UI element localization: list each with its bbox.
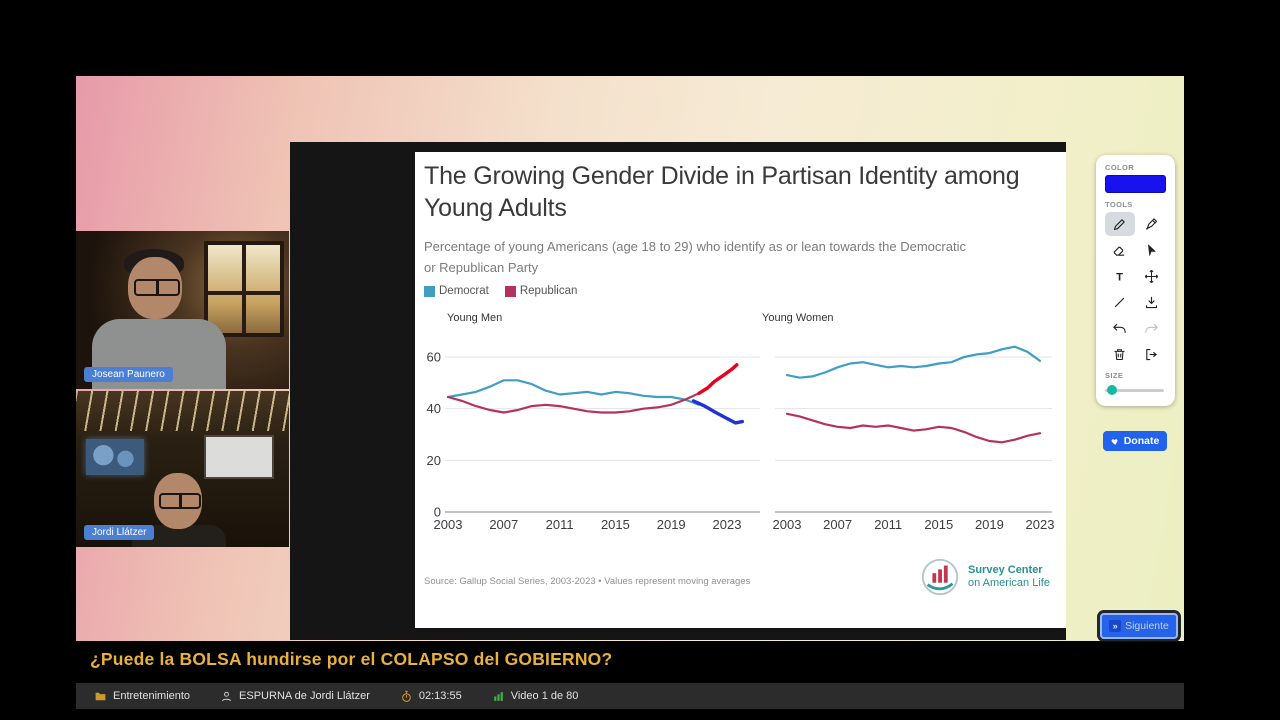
bar-chart-icon: [493, 691, 503, 701]
tool-redo[interactable]: [1137, 316, 1167, 340]
svg-text:2003: 2003: [434, 517, 463, 532]
tools-section-label: TOOLS: [1105, 200, 1133, 209]
svg-text:0: 0: [434, 505, 441, 520]
survey-center-logo-icon: [921, 558, 959, 596]
svg-text:2019: 2019: [975, 517, 1004, 532]
size-slider-track[interactable]: [1105, 389, 1164, 392]
survey-center-logo-text: Survey Center on American Life: [968, 564, 1050, 589]
siguiente-label: Siguiente: [1125, 620, 1169, 632]
webcam1-window: [204, 241, 284, 337]
svg-text:2019: 2019: [657, 517, 686, 532]
stream-headline: ¿Puede la BOLSA hundirse por el COLAPSO …: [90, 649, 613, 669]
trash-icon: [1114, 348, 1125, 360]
tool-cursor[interactable]: [1137, 238, 1167, 262]
webcam2-name-tag: Jordi Llátzer: [84, 525, 155, 540]
chart-subtitle: Percentage of young Americans (age 18 to…: [424, 239, 966, 275]
democrat-color-swatch: [424, 285, 435, 297]
tool-highlighter[interactable]: [1137, 212, 1167, 236]
color-swatch[interactable]: [1105, 175, 1166, 193]
download-icon: [1145, 296, 1157, 308]
webcam-josean-paunero: Josean Paunero: [76, 231, 289, 389]
slide-whiteboard[interactable]: The Growing Gender Divide in Partisan Id…: [415, 152, 1066, 628]
undo-icon: [1113, 323, 1126, 333]
webcam1-name-tag: Josean Paunero: [84, 367, 173, 382]
pen-icon: [1114, 218, 1125, 230]
statusbar-timer: 02:13:55: [400, 690, 462, 703]
svg-text:T: T: [1116, 271, 1123, 283]
donate-label: Donate: [1123, 435, 1160, 447]
webcam-jordi-llatzer: Jordi Llátzer: [76, 391, 289, 547]
svg-text:2007: 2007: [823, 517, 852, 532]
elapsed-time: 02:13:55: [418, 690, 462, 702]
size-slider[interactable]: [1105, 384, 1166, 396]
svg-text:2023: 2023: [1026, 517, 1055, 532]
tool-move[interactable]: [1137, 264, 1167, 288]
exit-icon: [1146, 348, 1157, 360]
svg-text:2011: 2011: [546, 517, 574, 532]
svg-text:2003: 2003: [773, 517, 802, 532]
highlighter-icon: [1145, 217, 1157, 229]
tool-line[interactable]: [1105, 290, 1135, 314]
tool-pen[interactable]: [1105, 212, 1135, 236]
svg-text:2015: 2015: [924, 517, 953, 532]
color-section-label: COLOR: [1105, 163, 1135, 172]
size-slider-thumb[interactable]: [1107, 385, 1117, 395]
webcam2-person-glasses: [159, 493, 201, 509]
line-icon: [1114, 297, 1125, 307]
text-icon: T: [1116, 271, 1123, 283]
tool-download[interactable]: [1137, 290, 1167, 314]
panel-label-young-women: Young Women: [762, 312, 834, 324]
svg-text:2023: 2023: [713, 517, 742, 532]
siguiente-button[interactable]: » Siguiente: [1100, 613, 1178, 639]
donate-heart-icon: [1111, 438, 1118, 445]
legend-label-democrat: Democrat: [439, 285, 489, 297]
webcam2-map-screen: [86, 439, 144, 475]
timer-icon: [402, 690, 411, 702]
show-label: ESPURNA de Jordi Llátzer: [239, 690, 370, 702]
cursor-icon: [1147, 244, 1156, 256]
statusbar-category: Entretenimiento: [94, 690, 190, 703]
tool-text[interactable]: T: [1105, 264, 1135, 288]
tools-grid: T: [1105, 212, 1166, 366]
chart-source: Source: Gallup Social Series, 2003-2023 …: [424, 576, 751, 587]
category-label: Entretenimiento: [113, 690, 191, 702]
chart-plot: 0 20 40 60 2003 2007 2011 2015 2019 2023 2003 2007 2…: [427, 345, 1055, 532]
statusbar-video-counter: Video 1 de 80: [492, 690, 579, 703]
folder-icon: [95, 692, 106, 700]
legend-item-republican: Republican: [504, 285, 578, 297]
annotation-toolbar: COLOR TOOLS T: [1096, 155, 1175, 406]
tool-trash[interactable]: [1105, 342, 1135, 366]
svg-text:2007: 2007: [489, 517, 518, 532]
svg-text:40: 40: [427, 401, 441, 416]
status-bar: Entretenimiento ESPURNA de Jordi Llátzer…: [76, 683, 1184, 709]
webcam2-person-torso: [132, 525, 226, 547]
move-icon: [1144, 269, 1158, 283]
tool-eraser[interactable]: [1105, 238, 1135, 262]
user-icon: [222, 691, 232, 701]
legend-item-democrat: Democrat: [424, 285, 489, 297]
svg-text:20: 20: [427, 453, 441, 468]
republican-color-swatch: [504, 285, 516, 297]
panel-label-young-men: Young Men: [447, 312, 503, 324]
donate-button[interactable]: Donate: [1103, 431, 1167, 451]
tool-exit[interactable]: [1137, 342, 1167, 366]
svg-text:2011: 2011: [874, 517, 902, 532]
webcam2-ceiling-lights: [76, 391, 289, 431]
chart-legend: Democrat Republican: [424, 285, 577, 297]
redo-icon: [1145, 323, 1158, 333]
legend-label-republican: Republican: [519, 285, 578, 297]
webcam2-white-screen: [204, 435, 274, 479]
chart-title: The Growing Gender Divide in Partisan Id…: [424, 162, 1020, 222]
tool-undo[interactable]: [1105, 316, 1135, 340]
statusbar-show: ESPURNA de Jordi Llátzer: [220, 690, 370, 703]
survey-center-logo: Survey Center on American Life: [920, 556, 1050, 598]
eraser-icon: [1113, 246, 1125, 256]
size-section-label: SIZE: [1105, 371, 1124, 380]
webcam1-person-glasses: [134, 279, 180, 296]
svg-text:60: 60: [427, 350, 441, 365]
video-counter-label: Video 1 de 80: [510, 690, 579, 702]
next-icon: »: [1109, 620, 1122, 632]
svg-text:2015: 2015: [601, 517, 630, 532]
